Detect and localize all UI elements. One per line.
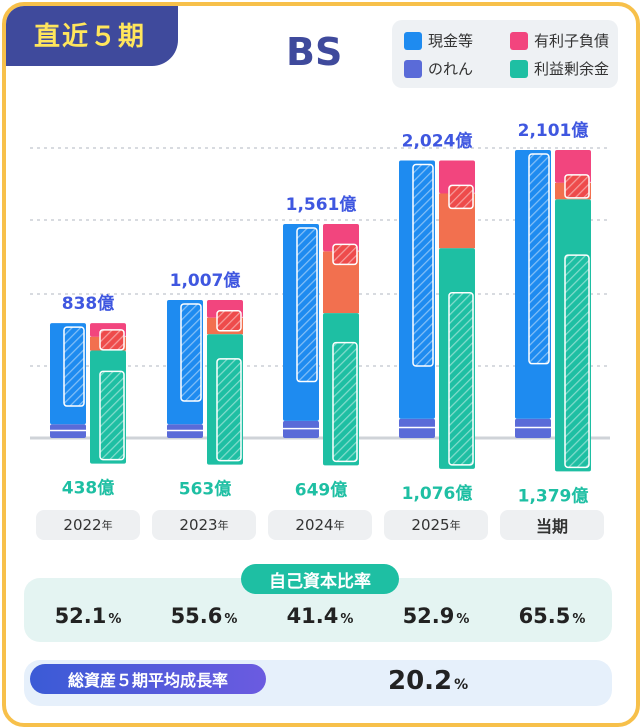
- goodwill-bar: [399, 418, 435, 438]
- total-assets-label: 1,561億: [286, 194, 357, 215]
- total-assets-label: 2,101億: [518, 120, 589, 141]
- year-pill-current: 当期: [500, 510, 604, 540]
- equity-hatch: [99, 370, 125, 461]
- equity-hatch: [448, 292, 474, 466]
- equity-ratio-2025: 52.9%: [381, 604, 491, 628]
- chart-title: BS: [286, 30, 343, 74]
- total-assets-label: 2,024億: [402, 131, 473, 152]
- equity-hatch: [564, 254, 590, 469]
- legend-swatch-equity: [510, 59, 528, 78]
- retained-earnings-label: 438億: [62, 478, 115, 499]
- legend-item-cash: 現金等: [404, 30, 473, 51]
- equity-ratio-unit: %: [572, 612, 586, 627]
- equity-ratio-value: 52.9: [402, 604, 455, 628]
- legend-swatch-debt: [510, 31, 528, 50]
- year-suffix-2023: 年: [217, 519, 229, 532]
- debt-callout-hatch: [565, 174, 589, 198]
- legend-item-equity: 利益剰余金: [510, 58, 609, 79]
- bs-chart: 838億 438億 1,007億 563億 1,561億 649億 2,024億 1,076億…: [30, 120, 610, 506]
- cash-hatch: [528, 153, 550, 365]
- equity-ratio-unit: %: [456, 612, 470, 627]
- retained-earnings-label: 649億: [295, 479, 348, 500]
- legend-label-cash: 現金等: [428, 32, 474, 50]
- year-label-2022: 2022: [63, 516, 102, 534]
- total-assets-label: 838億: [62, 293, 115, 314]
- retained-earnings-label: 1,379億: [518, 485, 589, 506]
- year-pill-2024: 2024 年: [268, 510, 372, 540]
- cash-hatch: [180, 303, 202, 402]
- year-pill-2022: 2022 年: [36, 510, 140, 540]
- equity-ratio-current: 65.5%: [497, 604, 607, 628]
- equity-hatch: [216, 358, 242, 462]
- total-assets-label: 1,007億: [170, 270, 241, 291]
- year-pill-2023: 2023 年: [152, 510, 256, 540]
- debt-callout-hatch: [100, 329, 124, 350]
- growth-unit: %: [454, 677, 469, 693]
- cash-hatch: [63, 326, 85, 407]
- debt-callout-hatch: [449, 185, 473, 209]
- legend-item-debt: 有利子負債: [510, 30, 609, 51]
- equity-ratio-unit: %: [108, 612, 122, 627]
- year-axis: 2022 年 2023 年 2024 年 2025 年 当期: [0, 510, 640, 542]
- equity-ratio-value: 55.6: [170, 604, 223, 628]
- period-tag: 直近５期: [6, 6, 178, 66]
- year-label-current: 当期: [535, 517, 568, 536]
- equity-ratio-label: 自己資本比率: [241, 564, 399, 594]
- debt-callout-hatch: [333, 244, 357, 265]
- cash-hatch: [412, 163, 434, 367]
- equity-ratio-2024: 41.4%: [265, 604, 375, 628]
- retained-earnings-label: 1,076億: [402, 483, 473, 504]
- equity-ratio-value: 41.4: [286, 604, 339, 628]
- year-pill-2025: 2025 年: [384, 510, 488, 540]
- year-label-2024: 2024: [295, 516, 334, 534]
- year-label-2025: 2025: [411, 516, 450, 534]
- legend-item-goodwill: のれん: [404, 58, 473, 79]
- equity-ratio-unit: %: [340, 612, 354, 627]
- growth-label: 総資産５期平均成長率: [30, 664, 266, 694]
- period-tag-label: 直近５期: [33, 21, 146, 52]
- legend-swatch-goodwill: [404, 59, 422, 78]
- legend-label-equity: 利益剰余金: [534, 60, 610, 78]
- equity-ratio-2022: 52.1%: [33, 604, 143, 628]
- year-suffix-2024: 年: [333, 519, 345, 532]
- goodwill-bar: [283, 420, 319, 438]
- growth-value-wrap: 20.2%: [388, 666, 468, 696]
- year-suffix-2025: 年: [449, 519, 461, 532]
- year-label-2023: 2023: [179, 516, 218, 534]
- debt-callout-hatch: [217, 310, 241, 331]
- equity-hatch: [332, 341, 358, 463]
- equity-ratio-value: 65.5: [518, 604, 571, 628]
- equity-ratio-unit: %: [224, 612, 238, 627]
- cash-hatch: [296, 227, 318, 383]
- retained-earnings-label: 563億: [179, 479, 232, 500]
- year-suffix-2022: 年: [101, 519, 113, 532]
- goodwill-bar: [515, 418, 551, 438]
- legend-label-debt: 有利子負債: [534, 32, 610, 50]
- growth-value: 20.2: [388, 666, 453, 696]
- equity-ratio-2023: 55.6%: [149, 604, 259, 628]
- equity-ratio-value: 52.1: [54, 604, 107, 628]
- legend-swatch-cash: [404, 31, 422, 50]
- legend: 現金等 有利子負債 のれん 利益剰余金: [392, 20, 618, 88]
- legend-label-goodwill: のれん: [428, 60, 474, 78]
